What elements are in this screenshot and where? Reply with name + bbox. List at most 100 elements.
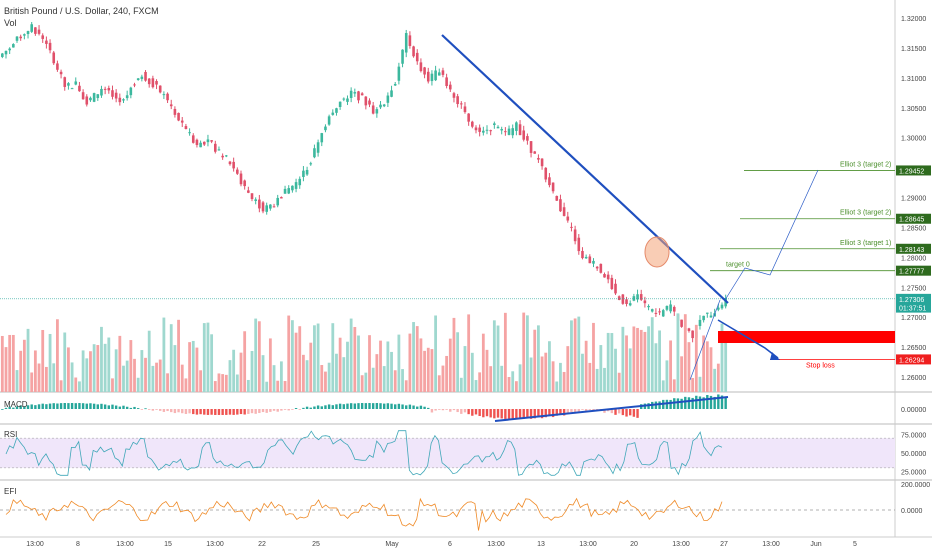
candle-body: [691, 330, 694, 339]
volume-bar: [397, 334, 401, 392]
candle-body: [661, 310, 665, 317]
volume-bar: [503, 312, 507, 392]
volume-bar: [151, 365, 155, 392]
macd-bar: [316, 405, 320, 409]
macd-bar: [280, 409, 283, 411]
candle-body: [573, 229, 577, 242]
candle-body: [221, 155, 224, 158]
volume-bar: [551, 361, 555, 392]
volume-bar: [555, 381, 559, 392]
candle-body: [243, 180, 246, 187]
volume-bar: [724, 338, 728, 392]
macd-bar: [698, 396, 702, 409]
macd-bar: [482, 409, 485, 418]
candle-body: [720, 304, 724, 309]
candle-body: [408, 35, 412, 46]
volume-bar: [379, 340, 382, 392]
volume-bar: [246, 379, 250, 392]
macd-bar: [449, 409, 452, 412]
candle-body: [658, 311, 661, 313]
volume-bar: [463, 346, 467, 392]
candle-body: [448, 84, 452, 90]
candle-body: [78, 85, 81, 92]
macd-bar: [382, 403, 386, 409]
price-tick-label: 1.28500: [901, 225, 926, 232]
candle-body: [48, 42, 52, 51]
candle-body: [478, 127, 481, 132]
macd-bar: [680, 398, 683, 409]
macd-bar: [555, 409, 558, 416]
volume-bar: [221, 374, 225, 392]
candle-body: [158, 85, 162, 93]
volume-bar: [125, 360, 129, 392]
candle-body: [265, 205, 268, 212]
candle-body: [709, 315, 713, 318]
candle-body: [228, 161, 232, 165]
candle-body: [232, 161, 235, 169]
macd-bar: [140, 409, 144, 410]
volume-bar: [437, 375, 441, 392]
volume-bar: [202, 323, 206, 392]
price-label-text: 01:37:51: [899, 306, 926, 313]
macd-bar: [335, 404, 338, 409]
macd-bar: [592, 409, 595, 411]
candle-body: [463, 106, 467, 113]
candle-body: [577, 237, 581, 252]
macd-bar: [471, 409, 474, 416]
candle-body: [628, 303, 632, 306]
candle-body: [540, 158, 544, 167]
volume-bar: [415, 326, 419, 392]
macd-bar: [467, 409, 470, 415]
macd-bar: [162, 409, 166, 412]
macd-bar: [272, 409, 276, 411]
candle-body: [639, 294, 643, 300]
candle-body: [412, 46, 415, 57]
candle-body: [360, 93, 364, 96]
volume-bar: [320, 365, 324, 392]
macd-bar: [629, 409, 632, 416]
volume-bar: [588, 362, 592, 392]
macd-bar: [118, 406, 122, 409]
candle-body: [316, 142, 320, 153]
candle-body: [529, 141, 533, 153]
target-label: target 0: [726, 262, 750, 269]
candle-body: [70, 88, 74, 90]
macd-bar: [133, 406, 136, 409]
macd-bar: [170, 409, 173, 413]
volume-bar: [52, 363, 56, 392]
volume-bar: [140, 350, 144, 392]
volume-bar: [291, 320, 294, 392]
macd-bar: [258, 409, 261, 414]
candle-body: [415, 52, 419, 62]
volume-bar: [41, 329, 45, 392]
macd-bar: [357, 403, 360, 409]
volume-bar: [459, 377, 463, 392]
candle-body: [162, 94, 166, 96]
rsi-label: RSI: [4, 430, 17, 439]
macd-bar: [621, 409, 625, 416]
candle-body: [283, 188, 287, 194]
volume-bar: [283, 381, 287, 392]
candle-body: [125, 95, 129, 99]
volume-bar: [360, 375, 364, 392]
macd-bar: [408, 404, 412, 409]
volume-bar: [309, 342, 313, 392]
volume-bar: [709, 347, 713, 392]
volume-bar: [48, 333, 52, 392]
candle-body: [173, 108, 177, 115]
candle-body: [375, 109, 379, 114]
price-label-text: 1.27306: [899, 297, 924, 304]
candle-body: [45, 40, 48, 44]
price-label-text: 1.28645: [899, 217, 924, 224]
macd-bar: [702, 397, 705, 409]
time-tick-label: 13:00: [762, 541, 780, 548]
candle-body: [588, 256, 592, 264]
macd-bar: [375, 403, 379, 409]
volume-bar: [217, 373, 221, 392]
volume-bar: [610, 333, 614, 392]
volume-bar: [423, 350, 426, 392]
candle-body: [23, 34, 26, 36]
macd-bar: [610, 409, 614, 414]
volume-bar: [59, 380, 63, 392]
